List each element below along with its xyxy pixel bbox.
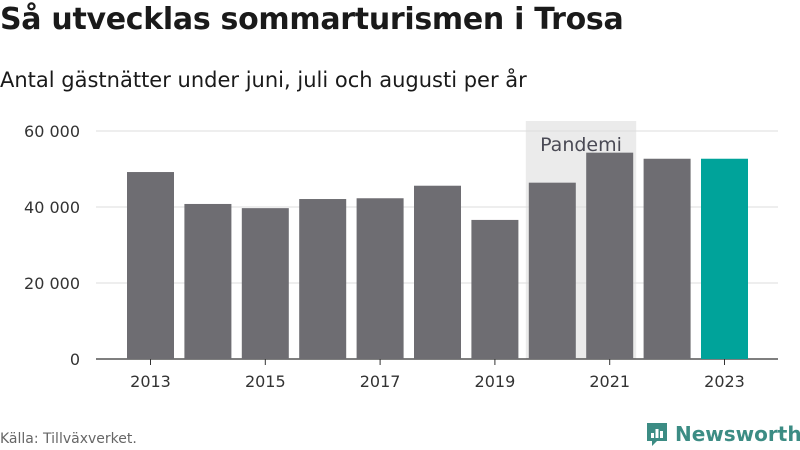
x-tick-label: 2017: [360, 372, 401, 391]
bar-2016: [299, 199, 347, 359]
bar-2019: [471, 219, 519, 359]
x-tick-label: 2021: [589, 372, 630, 391]
bar-2013: [127, 172, 174, 359]
y-tick-label: 40 000: [24, 198, 80, 217]
y-tick-label: 60 000: [24, 122, 80, 141]
y-tick-label: 20 000: [24, 274, 80, 293]
brand-logo: Newsworthy: [645, 420, 800, 448]
bar-2023: [701, 158, 748, 359]
x-tick-label: 2023: [704, 372, 745, 391]
bar-2017: [356, 198, 404, 359]
chart-title: Så utvecklas sommarturismen i Trosa: [0, 2, 624, 37]
newsworthy-logo-icon: [647, 423, 667, 446]
bar-2014: [184, 203, 232, 359]
y-tick-label: 0: [70, 350, 80, 369]
annotation-label: Pandemi: [540, 134, 622, 156]
x-tick-label: 2015: [245, 372, 286, 391]
bar-2020: [528, 182, 576, 359]
brand-name: Newsworthy: [675, 422, 800, 446]
x-tick-label: 2019: [475, 372, 516, 391]
bar-2021: [586, 152, 634, 359]
source-note: Källa: Tillväxverket.: [0, 431, 137, 447]
bar-2022: [643, 158, 691, 359]
bar-2015: [241, 208, 289, 359]
chart-subtitle: Antal gästnätter under juni, juli och au…: [0, 68, 527, 92]
bar-2018: [414, 185, 461, 359]
x-tick-label: 2013: [130, 372, 171, 391]
